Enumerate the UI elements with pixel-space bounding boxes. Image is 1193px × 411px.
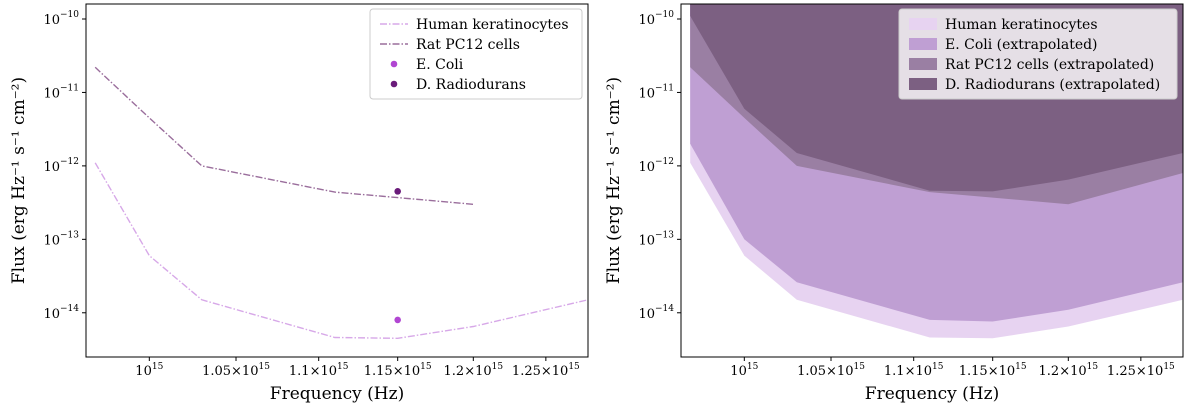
legend-label-d-radiodurans: D. Radiodurans <box>416 77 526 93</box>
left-panel: 1015 1.05×1015 1.1×1015 1.15×1015 1.2×1015 1.… <box>9 3 589 404</box>
x-tick-label: 1.1×1015 <box>884 362 944 379</box>
left-legend: Human keratinocytes Rat PC12 cells E. Coli… <box>369 8 583 100</box>
legend-label-e-coli-extrapolated: E. Coli (extrapolated) <box>945 37 1098 53</box>
legend-swatch-rat-pc12-cells-extrapolated <box>909 58 937 70</box>
legend-swatch-e-coli <box>390 60 398 68</box>
y-tick-label: 10−10 <box>43 10 79 28</box>
y-tick-label: 10−13 <box>43 230 79 248</box>
right-axes-frame <box>680 3 1184 358</box>
x-tick-label: 1.25×1015 <box>1107 362 1175 379</box>
legend-swatch-e-coli-extrapolated <box>909 38 937 50</box>
y-tick-label: 10−11 <box>638 83 674 101</box>
left-x-axis-label: Frequency (Hz) <box>270 384 404 404</box>
right-x-ticks: 1015 1.05×1015 1.1×1015 1.15×1015 1.2×1015 1.… <box>730 357 1175 379</box>
right-x-axis-label: Frequency (Hz) <box>865 384 999 404</box>
legend-swatch-human-keratinocytes <box>909 18 937 30</box>
data-point-d-radiodurans <box>394 188 401 195</box>
legend-swatch-d-radiodurans-extrapolated <box>909 78 937 90</box>
y-tick-label: 10−12 <box>43 157 79 175</box>
x-tick-label: 1.05×1015 <box>797 362 865 379</box>
x-tick-label: 1.2×1015 <box>1039 362 1099 379</box>
x-tick-label: 1.05×1015 <box>202 362 270 379</box>
legend-label-human-keratinocytes: Human keratinocytes <box>416 17 569 33</box>
data-point-e-coli <box>394 316 401 324</box>
legend-label-d-radiodurans-extrapolated: D. Radiodurans (extrapolated) <box>945 77 1160 93</box>
x-tick-label: 1.15×1015 <box>959 362 1027 379</box>
legend-label-rat-pc12-cells-extrapolated: Rat PC12 cells (extrapolated) <box>945 57 1154 73</box>
y-tick-label: 10−13 <box>638 230 674 248</box>
legend-swatch-d-radiodurans <box>390 80 398 88</box>
y-tick-label: 10−12 <box>638 157 674 175</box>
x-tick-label: 1.15×1015 <box>364 362 432 379</box>
y-tick-label: 10−10 <box>638 10 674 28</box>
series-line-human-keratinocytes <box>94 162 588 340</box>
left-axes-frame <box>85 3 589 358</box>
legend-box <box>898 8 1178 100</box>
right-panel: 1015 1.05×1015 1.1×1015 1.15×1015 1.2×1015 1.… <box>604 3 1184 404</box>
right-y-axis-label: Flux (erg Hz⁻¹ s⁻¹ cm⁻²) <box>604 77 624 284</box>
y-tick-label: 10−14 <box>638 304 674 322</box>
legend-box <box>369 8 583 100</box>
left-y-ticks: 10−14 10−13 10−12 10−11 10−10 <box>43 10 86 322</box>
legend-label-rat-pc12-cells: Rat PC12 cells <box>416 37 520 53</box>
left-x-ticks: 1015 1.05×1015 1.1×1015 1.15×1015 1.2×1015 1.… <box>135 357 580 379</box>
left-plot-area <box>94 66 588 340</box>
x-tick-label: 1.25×1015 <box>512 362 580 379</box>
series-line-rat-pc12-cells <box>94 66 474 205</box>
y-tick-label: 10−14 <box>43 304 79 322</box>
x-tick-label: 1015 <box>730 362 758 379</box>
x-tick-label: 1015 <box>135 362 163 379</box>
legend-label-e-coli: E. Coli <box>416 57 464 73</box>
x-tick-label: 1.1×1015 <box>289 362 349 379</box>
legend-label-human-keratinocytes: Human keratinocytes <box>945 17 1098 33</box>
x-tick-label: 1.2×1015 <box>444 362 504 379</box>
right-legend: Human keratinocytes E. Coli (extrapolated… <box>898 8 1178 100</box>
left-y-axis-label: Flux (erg Hz⁻¹ s⁻¹ cm⁻²) <box>9 77 29 284</box>
right-y-ticks: 10−14 10−13 10−12 10−11 10−10 <box>638 10 681 322</box>
y-tick-label: 10−11 <box>43 83 79 101</box>
